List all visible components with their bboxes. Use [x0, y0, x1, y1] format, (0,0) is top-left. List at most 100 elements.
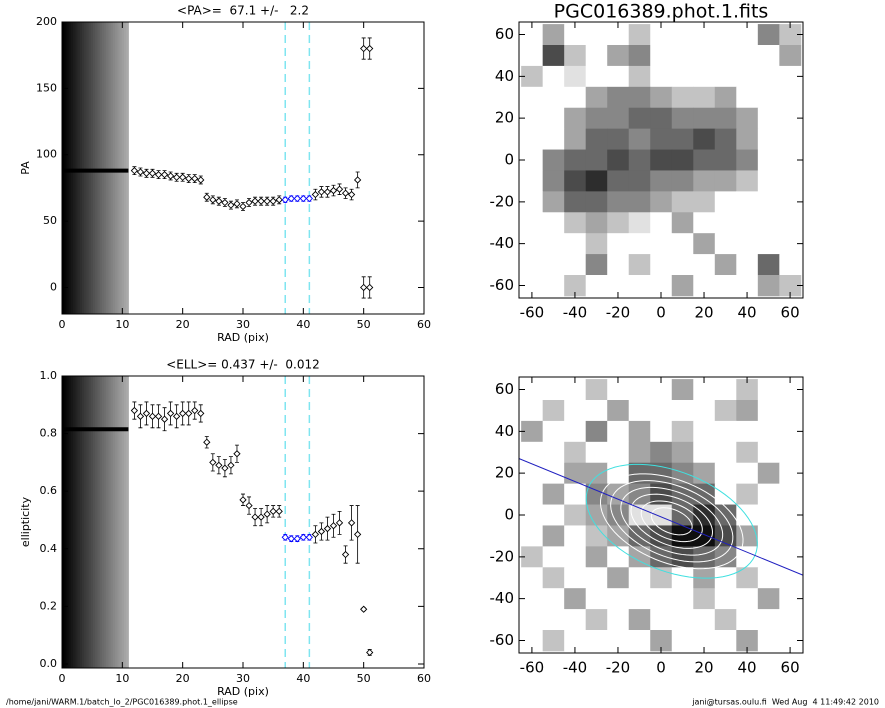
y-tick-label: 0.4 [40, 542, 58, 555]
shade-stripe [115, 22, 118, 314]
y-tick-label: 0.0 [40, 657, 58, 670]
image-pixel [779, 65, 802, 88]
x-tick-label: 30 [236, 318, 250, 331]
footer-right: jani@tursas.oulu.fi Wed Aug 4 11:49:42 2… [691, 698, 879, 707]
shade-stripe [117, 376, 121, 668]
image-pixel [736, 462, 759, 485]
image-pixel [693, 609, 716, 631]
data-point [136, 168, 145, 176]
data-point [179, 409, 187, 418]
image-pixel [650, 65, 673, 88]
image-pixel [714, 24, 737, 46]
image-pixel [757, 233, 780, 255]
image-pixel [693, 191, 716, 213]
image-pixel [714, 379, 737, 401]
image-pixel [607, 441, 630, 464]
image-pixel [564, 65, 587, 88]
y-tick-label: -60 [490, 631, 515, 649]
data-point [366, 44, 374, 53]
image-pixel [542, 462, 565, 485]
image-pixel [779, 379, 802, 401]
image-pixel [607, 128, 630, 150]
data-point [160, 170, 169, 179]
image-pixel [650, 546, 673, 568]
image-pixel [564, 107, 587, 130]
image-pixel [585, 420, 608, 443]
image-pixel [542, 212, 565, 234]
image-pixel [693, 483, 716, 505]
image-pixel [650, 149, 673, 171]
image-pixel [736, 441, 759, 464]
y-tick-label: 100 [36, 148, 57, 161]
shade-stripe [75, 376, 78, 668]
image-pixel [607, 170, 630, 192]
image-pixel [714, 462, 737, 485]
image-pixel [736, 128, 759, 150]
data-point [142, 169, 151, 177]
image-pixel [736, 212, 759, 234]
image-pixel [628, 254, 651, 276]
image-pixel [736, 24, 759, 46]
image-pixel [542, 609, 565, 631]
image-pixel [607, 45, 630, 67]
shade-stripe [126, 376, 129, 668]
data-point [245, 501, 253, 510]
image-pixel [757, 212, 780, 234]
shade-stripe [68, 22, 72, 314]
image-pixel [521, 191, 544, 213]
image-pixel [779, 170, 802, 192]
image-pixel [564, 45, 587, 67]
image-pixel [542, 525, 565, 547]
shade-stripe [97, 376, 101, 668]
image-pixel [564, 191, 587, 213]
image-pixel [542, 254, 565, 276]
image-pixel [714, 567, 737, 589]
image-pixel [628, 379, 651, 401]
image-pixel [693, 128, 716, 150]
image-pixel [736, 233, 759, 255]
image-pixel [671, 567, 694, 589]
x-tick-label: 60 [417, 318, 431, 331]
data-point [299, 533, 307, 541]
y-tick-label: 40 [495, 67, 514, 85]
image-pixel [585, 45, 608, 67]
data-point [172, 412, 181, 420]
image-pixel [542, 128, 565, 150]
shade-stripe [70, 22, 74, 314]
image-pixel [714, 107, 737, 130]
data-point [227, 201, 235, 209]
image-pixel [628, 462, 651, 485]
data-point [251, 197, 259, 205]
shade-stripe [101, 376, 105, 668]
image-pixel [607, 275, 630, 297]
shade-stripe [73, 22, 76, 314]
shade-stripe [99, 22, 103, 314]
image-pixel [714, 212, 737, 234]
data-point [203, 193, 211, 201]
data-point [166, 172, 175, 180]
x-tick-label: 30 [236, 672, 250, 685]
y-axis-label: PA [19, 161, 32, 175]
image-pixel [714, 45, 737, 67]
image-pixel [650, 275, 673, 297]
data-point [130, 406, 139, 415]
image-pixel [650, 609, 673, 631]
data-point [257, 197, 265, 205]
image-pixel [757, 379, 780, 401]
image-pixel [779, 149, 802, 171]
plot-area [521, 24, 802, 297]
image-pixel [693, 65, 716, 88]
image-pixel [542, 588, 565, 610]
image-pixel [628, 191, 651, 213]
image-pixel [542, 275, 565, 297]
image-pixel [585, 483, 608, 505]
y-tick-label: -20 [490, 547, 515, 565]
image-pixel [736, 420, 759, 443]
image-pixel [585, 275, 608, 297]
shade-stripe [92, 376, 96, 668]
image-pixel [628, 441, 651, 464]
image-pixel [585, 254, 608, 276]
image-pixel [521, 149, 544, 171]
image-pixel [542, 420, 565, 443]
